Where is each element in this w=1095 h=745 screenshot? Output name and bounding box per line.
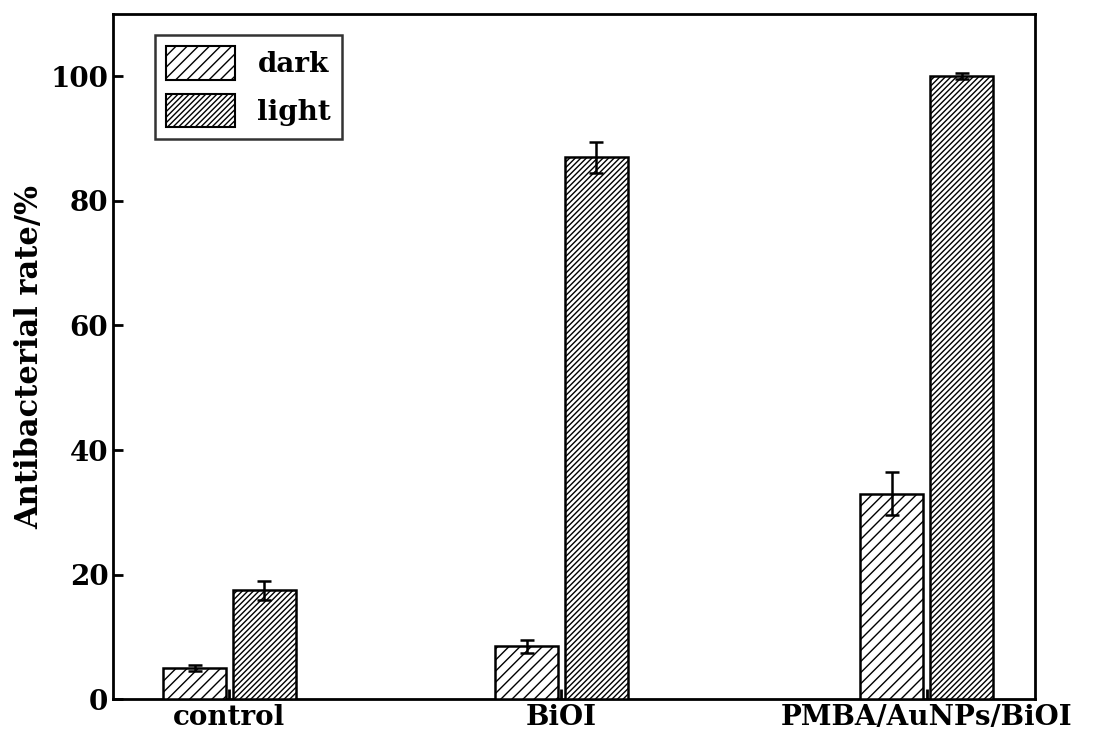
Bar (233, 590, 296, 700)
Bar (163, 668, 226, 700)
Legend: dark, light: dark, light (154, 34, 343, 139)
Bar (930, 76, 993, 700)
Bar (495, 647, 558, 700)
Bar (861, 494, 923, 700)
Y-axis label: Antibacterial rate/%: Antibacterial rate/% (14, 185, 45, 528)
Bar (565, 157, 627, 700)
